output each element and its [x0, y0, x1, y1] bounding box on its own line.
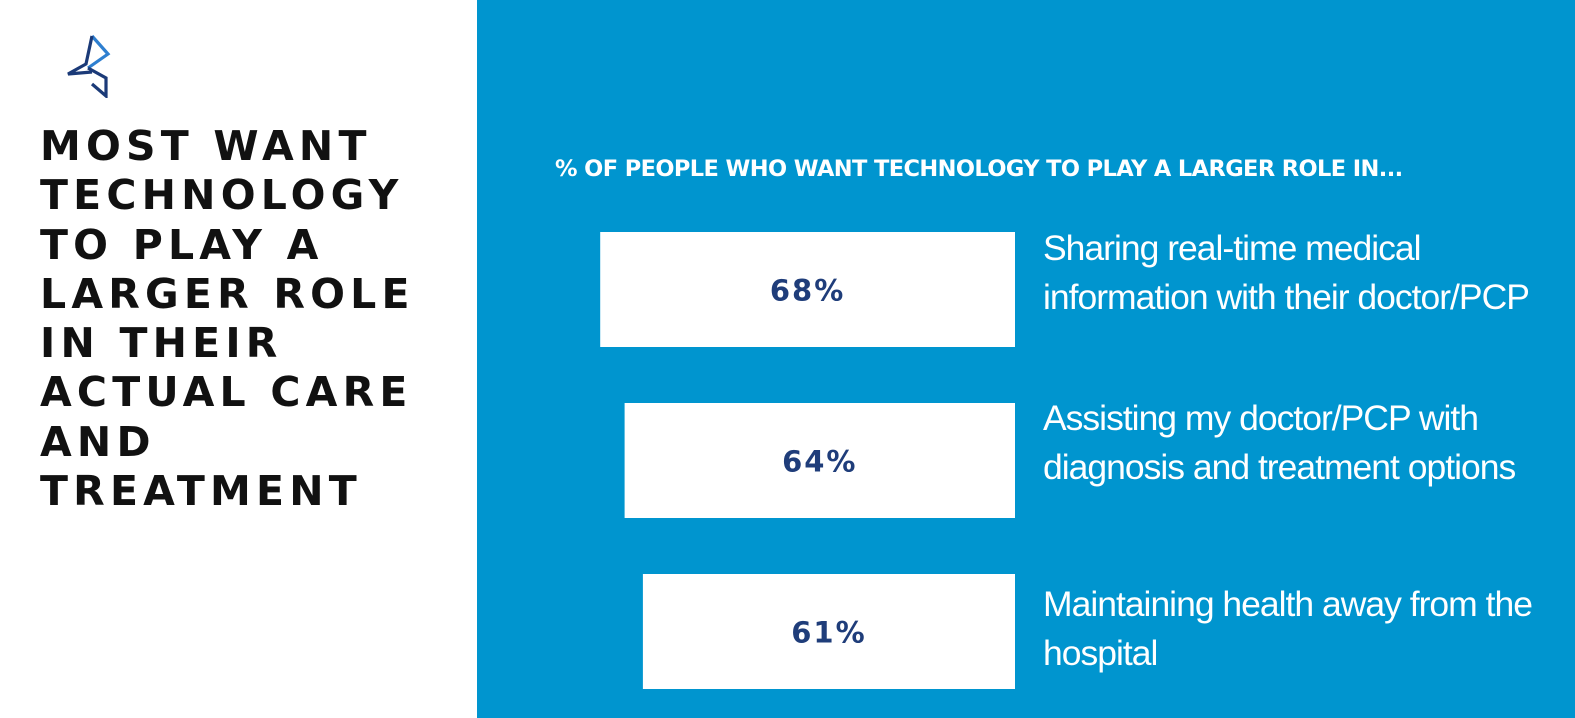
value-label-assisting-doctor: 64% [782, 445, 857, 479]
brand-logo-icon [67, 34, 111, 98]
bar-sharing-info [600, 232, 1015, 347]
left-panel: MOST WANT TECHNOLOGY TO PLAY A LARGER RO… [0, 0, 477, 718]
headline: MOST WANT TECHNOLOGY TO PLAY A LARGER RO… [40, 122, 415, 516]
chart-title: % OF PEOPLE WHO WANT TECHNOLOGY TO PLAY … [555, 156, 1403, 182]
category-label-assisting-doctor: Assisting my doctor/PCP with diagnosis a… [1043, 398, 1516, 487]
category-label-maintaining-health: Maintaining health away from the hospita… [1043, 584, 1533, 673]
bar-assisting-doctor [624, 403, 1015, 518]
category-label-sharing-info: Sharing real-time medical information wi… [1043, 228, 1530, 317]
bar-maintaining-health [642, 574, 1015, 689]
value-label-sharing-info: 68% [770, 274, 845, 308]
value-label-maintaining-health: 61% [791, 616, 866, 650]
